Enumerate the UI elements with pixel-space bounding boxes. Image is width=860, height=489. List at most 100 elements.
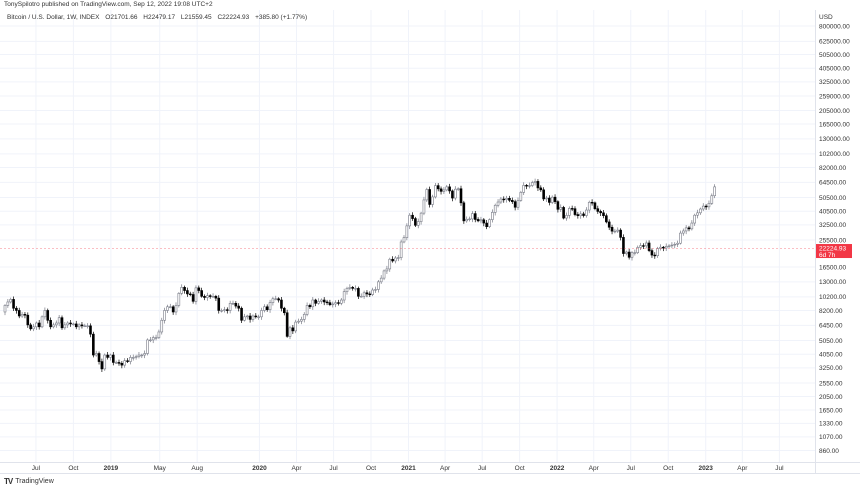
candle bbox=[451, 189, 454, 202]
symbol-name[interactable]: Bitcoin / U.S. Dollar, 1W, INDEX bbox=[7, 14, 100, 21]
candle-body bbox=[109, 354, 112, 358]
candle bbox=[710, 193, 714, 205]
x-tick-label: Jul bbox=[478, 465, 487, 472]
candle-body bbox=[351, 287, 355, 289]
candle bbox=[237, 303, 240, 312]
candle-body bbox=[328, 302, 332, 305]
candle bbox=[690, 220, 694, 231]
candle-body bbox=[317, 301, 320, 304]
candle-body bbox=[297, 320, 300, 323]
y-tick-label: 16500.00 bbox=[819, 264, 846, 271]
candle-body bbox=[533, 181, 537, 183]
candle-body bbox=[650, 250, 654, 256]
candle-body bbox=[439, 188, 443, 192]
candle bbox=[533, 178, 537, 186]
candle bbox=[411, 212, 414, 221]
candle bbox=[699, 207, 702, 215]
candle-body bbox=[405, 225, 409, 238]
candle-body bbox=[186, 290, 189, 295]
candle-body bbox=[137, 354, 141, 357]
candle-body bbox=[451, 190, 454, 199]
candle bbox=[60, 315, 64, 330]
candle bbox=[567, 206, 571, 219]
candle-body bbox=[553, 196, 557, 202]
candle bbox=[26, 312, 30, 328]
candle bbox=[211, 293, 215, 298]
candle-body bbox=[245, 315, 249, 318]
candle bbox=[619, 228, 622, 241]
candle bbox=[391, 256, 394, 263]
time-axis[interactable]: Jul Oct 2019 May Aug 2020 Apr Jul Oct 2021 Apr Jul O… bbox=[32, 465, 784, 472]
candle bbox=[151, 335, 155, 344]
candle bbox=[673, 242, 677, 249]
candle bbox=[419, 211, 423, 225]
candle-body bbox=[260, 310, 263, 318]
candle bbox=[166, 304, 169, 313]
candle-body bbox=[425, 189, 429, 201]
symbol-legend: Bitcoin / U.S. Dollar, 1W, INDEX O21701.… bbox=[7, 14, 311, 21]
candle-body bbox=[40, 316, 44, 328]
candle bbox=[485, 220, 488, 230]
candle bbox=[681, 228, 685, 236]
candle bbox=[37, 319, 41, 330]
candle bbox=[471, 211, 474, 223]
candle-body bbox=[72, 323, 75, 326]
candle bbox=[339, 297, 343, 306]
candle-body bbox=[448, 186, 451, 192]
candle bbox=[9, 297, 12, 304]
candle-body bbox=[508, 198, 511, 201]
candle-body bbox=[211, 295, 215, 298]
candle bbox=[328, 299, 332, 307]
candle-body bbox=[234, 303, 238, 307]
candle-body bbox=[528, 185, 531, 187]
candle bbox=[664, 243, 668, 252]
candle-body bbox=[214, 295, 218, 299]
candle bbox=[80, 321, 84, 329]
candle bbox=[223, 306, 226, 313]
candle-body bbox=[516, 200, 520, 208]
candle-body bbox=[402, 237, 406, 243]
candle-body bbox=[32, 326, 35, 330]
price-axis[interactable]: 800000.00 625000.00 505000.00 405000.00 3250… bbox=[816, 23, 852, 455]
candle-body bbox=[3, 305, 7, 313]
candle bbox=[693, 213, 697, 226]
candle-body bbox=[513, 201, 517, 208]
candle bbox=[396, 254, 400, 262]
ohlc-change: +385.80 (+1.77%) bbox=[255, 14, 308, 21]
candle bbox=[667, 244, 671, 249]
candle bbox=[282, 306, 286, 316]
candle bbox=[436, 183, 440, 192]
x-tick-label: Oct bbox=[515, 465, 525, 472]
candle-body bbox=[191, 294, 195, 302]
candle bbox=[550, 195, 554, 205]
candle bbox=[559, 204, 563, 212]
candle-body bbox=[394, 257, 397, 262]
candle bbox=[129, 355, 132, 365]
candle-body bbox=[379, 277, 383, 283]
candle-body bbox=[43, 310, 47, 318]
tradingview-logo[interactable]: TV TradingView bbox=[4, 477, 54, 486]
candle bbox=[214, 294, 218, 302]
candle-body bbox=[180, 287, 183, 294]
candle bbox=[291, 324, 295, 335]
y-tick-label: 505000.00 bbox=[819, 52, 850, 59]
candle bbox=[522, 182, 526, 196]
candle-body bbox=[97, 353, 101, 362]
candle bbox=[285, 309, 289, 338]
candle bbox=[371, 287, 374, 297]
candle-body bbox=[368, 293, 372, 296]
candle bbox=[508, 195, 511, 203]
candle bbox=[582, 211, 585, 218]
candle-body bbox=[94, 353, 98, 356]
candle bbox=[713, 184, 716, 199]
candle bbox=[320, 298, 323, 304]
candle-body bbox=[77, 324, 81, 328]
x-tick-label: 2021 bbox=[401, 465, 416, 472]
candle-body bbox=[20, 314, 24, 317]
candle bbox=[513, 199, 517, 211]
candle-body bbox=[488, 219, 491, 227]
candle-body bbox=[462, 202, 466, 222]
candle bbox=[696, 209, 699, 219]
y-tick-label: 10200.00 bbox=[819, 294, 846, 301]
